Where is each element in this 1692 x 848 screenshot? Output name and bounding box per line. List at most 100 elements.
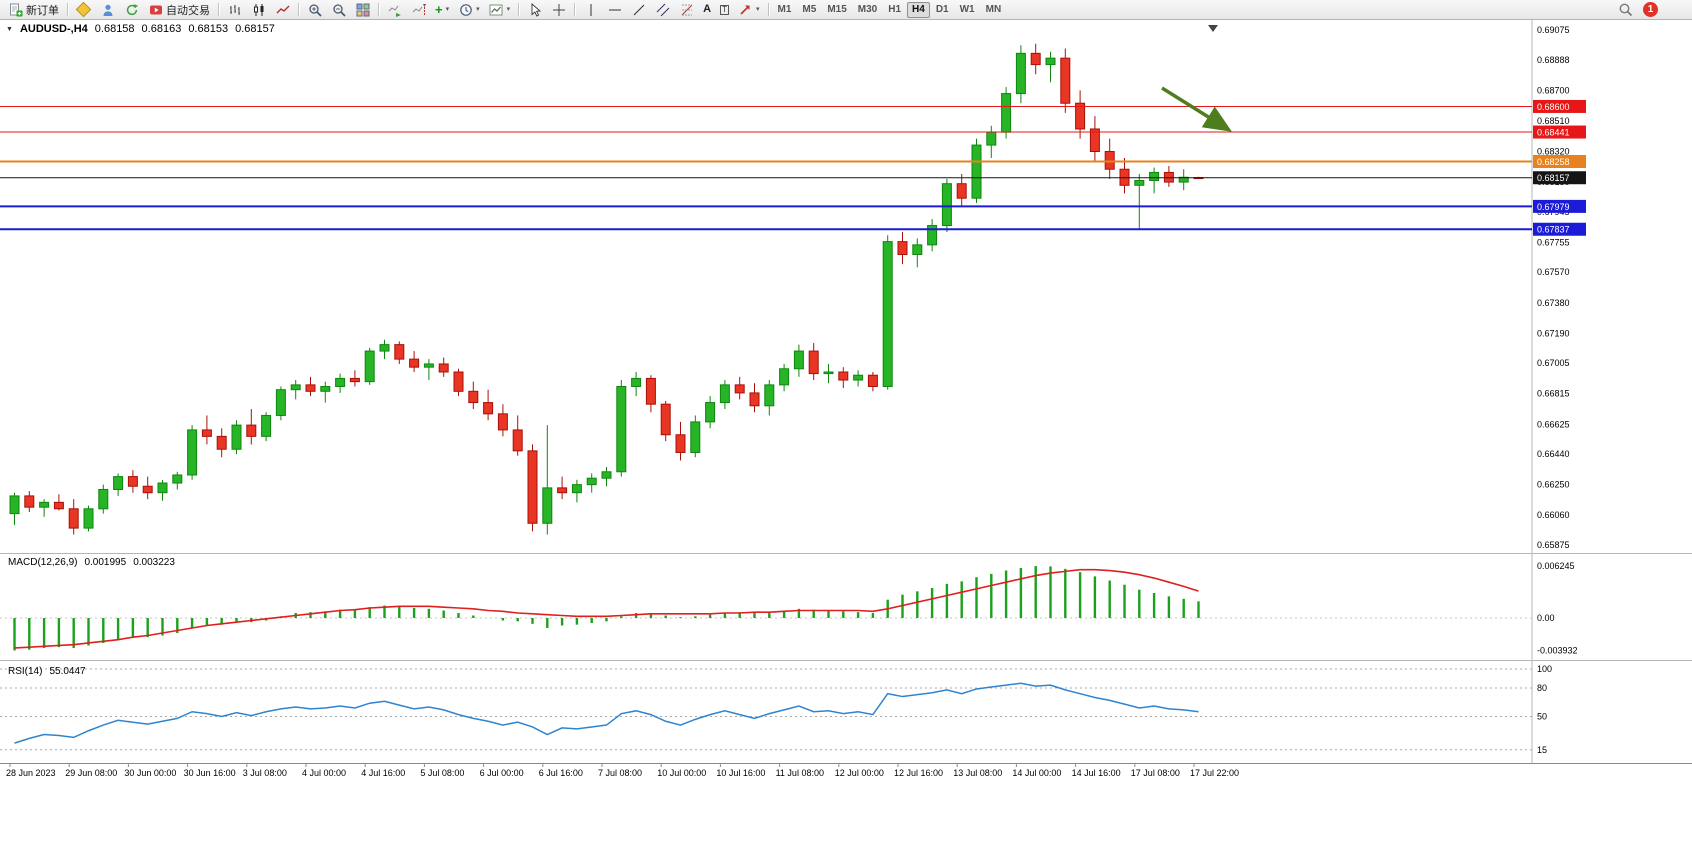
toolbar-separator [298, 3, 299, 16]
text-tool-icon: A [703, 3, 712, 15]
svg-text:14 Jul 16:00: 14 Jul 16:00 [1072, 768, 1121, 778]
macd-name: MACD(12,26,9) [8, 557, 78, 568]
svg-text:30 Jun 00:00: 30 Jun 00:00 [124, 768, 176, 778]
support-line-1-tag[interactable] [1533, 199, 1586, 213]
svg-text:6 Jul 00:00: 6 Jul 00:00 [480, 768, 524, 778]
notification-badge[interactable]: 1 [1643, 2, 1658, 17]
macd-axis[interactable]: 0.006245 0.00 -0.003932 [1537, 561, 1578, 656]
candlestick-chart-type-button[interactable] [247, 1, 270, 19]
timeframe-w1-button[interactable]: W1 [955, 2, 980, 18]
chart-shift-icon [411, 2, 426, 17]
timeframe-m5-button[interactable]: M5 [797, 2, 821, 18]
indicators-button[interactable]: + ▾ [431, 1, 453, 19]
auto-scroll-icon [387, 2, 402, 17]
dropdown-caret-icon: ▾ [445, 6, 450, 13]
zoom-out-icon [331, 2, 346, 17]
price-lines [0, 105, 1532, 231]
svg-text:0.66440: 0.66440 [1537, 449, 1570, 459]
quick-panel-toggle-icon[interactable]: ▼ [6, 25, 13, 33]
arrows-tool-button[interactable]: ▾ [734, 1, 764, 19]
svg-text:0.68600: 0.68600 [1537, 102, 1570, 112]
svg-text:11 Jul 08:00: 11 Jul 08:00 [776, 768, 824, 778]
svg-text:80: 80 [1537, 683, 1547, 693]
line-chart-type-button[interactable] [271, 1, 294, 19]
horizontal-line-tool-button[interactable] [603, 1, 626, 19]
timeframe-m15-button[interactable]: M15 [822, 2, 851, 18]
channel-tool-button[interactable] [651, 1, 674, 19]
periods-button[interactable]: ▾ [454, 1, 484, 19]
rsi-name: RSI(14) [8, 666, 43, 677]
timeframe-h4-button[interactable]: H4 [907, 1, 930, 18]
templates-button[interactable]: ▾ [485, 1, 515, 19]
resistance-line-2-tag[interactable] [1533, 125, 1586, 139]
timeframe-m30-button[interactable]: M30 [853, 2, 882, 18]
bar-chart-type-button[interactable] [223, 1, 246, 19]
svg-text:13 Jul 08:00: 13 Jul 08:00 [953, 768, 1002, 778]
svg-text:28 Jun 2023: 28 Jun 2023 [6, 768, 56, 778]
svg-text:0.68258: 0.68258 [1537, 157, 1570, 167]
pivot-line-tag[interactable] [1533, 154, 1586, 168]
toolbar-right-group: 1 [1618, 2, 1688, 17]
vertical-line-tool-button[interactable] [579, 1, 602, 19]
timeframe-mn-button[interactable]: MN [981, 2, 1007, 18]
svg-text:12 Jul 16:00: 12 Jul 16:00 [894, 768, 943, 778]
dropdown-caret-icon: ▾ [476, 6, 480, 13]
zoom-out-button[interactable] [327, 1, 350, 19]
resistance-line-1-tag[interactable] [1533, 99, 1586, 113]
crosshair-icon [551, 2, 566, 17]
timeframe-d1-button[interactable]: D1 [931, 2, 954, 18]
pane-separators[interactable] [0, 20, 1692, 764]
trendline-tool-button[interactable] [627, 1, 650, 19]
svg-text:0.66625: 0.66625 [1537, 419, 1570, 429]
timeframe-m1-button[interactable]: M1 [773, 2, 797, 18]
timeframe-h1-button[interactable]: H1 [883, 2, 906, 18]
candlestick-chart-icon [251, 2, 266, 17]
tile-windows-button[interactable] [351, 1, 374, 19]
zoom-in-icon [307, 2, 322, 17]
auto-scroll-button[interactable] [383, 1, 406, 19]
svg-text:12 Jul 00:00: 12 Jul 00:00 [835, 768, 884, 778]
bid-price-line-tag[interactable] [1533, 171, 1586, 185]
chart-shift-button[interactable] [407, 1, 430, 19]
zoom-in-button[interactable] [303, 1, 326, 19]
svg-text:29 Jun 08:00: 29 Jun 08:00 [65, 768, 117, 778]
rsi-axis[interactable]: 100 80 50 15 [1537, 664, 1552, 755]
refresh-button[interactable] [120, 1, 143, 19]
bar-chart-icon [227, 2, 242, 17]
trend-arrow-annotation[interactable] [1161, 86, 1232, 132]
profile-person-icon [100, 2, 115, 17]
crosshair-tool-button[interactable] [547, 1, 570, 19]
price-tags: 0.68600 0.68441 0.68258 0.68157 0.67979 0.678… [1533, 99, 1586, 236]
support-line-2-tag[interactable] [1533, 222, 1586, 236]
profiles-button[interactable] [96, 1, 119, 19]
toolbar-separator [378, 3, 379, 16]
svg-text:0.66250: 0.66250 [1537, 480, 1570, 490]
svg-text:0.68320: 0.68320 [1537, 147, 1570, 157]
label-tool-button[interactable]: T [716, 1, 733, 19]
toolbar: 新订单 自动交易 [0, 0, 1692, 20]
fibonacci-tool-button[interactable] [675, 1, 698, 19]
svg-text:0.67837: 0.67837 [1537, 225, 1570, 235]
search-icon[interactable] [1618, 2, 1633, 17]
metaeditor-button[interactable] [72, 1, 95, 19]
time-axis[interactable]: 28 Jun 2023 29 Jun 08:00 30 Jun 00:00 30 Ju… [6, 764, 1239, 778]
macd-label: MACD(12,26,9) 0.001995 0.003223 [8, 557, 175, 568]
autotrading-label: 自动交易 [166, 4, 210, 17]
chart-shift-marker[interactable] [1208, 25, 1218, 32]
autotrading-button[interactable]: 自动交易 [144, 1, 214, 19]
svg-text:0.68510: 0.68510 [1537, 116, 1570, 126]
rsi-levels [0, 668, 1532, 751]
chart-symbol-period: AUDUSD-,H4 [19, 23, 88, 35]
text-tool-button[interactable]: A [699, 1, 715, 19]
trendline-icon [631, 2, 646, 17]
line-chart-icon [275, 2, 290, 17]
svg-text:0.68157: 0.68157 [1537, 173, 1570, 183]
svg-text:10 Jul 00:00: 10 Jul 00:00 [657, 768, 706, 778]
cursor-icon [527, 2, 542, 17]
new-order-button[interactable]: 新订单 [4, 1, 63, 19]
cursor-tool-button[interactable] [523, 1, 546, 19]
rsi-label: RSI(14) 55.0447 [8, 666, 86, 677]
svg-text:0.65875: 0.65875 [1537, 540, 1570, 550]
